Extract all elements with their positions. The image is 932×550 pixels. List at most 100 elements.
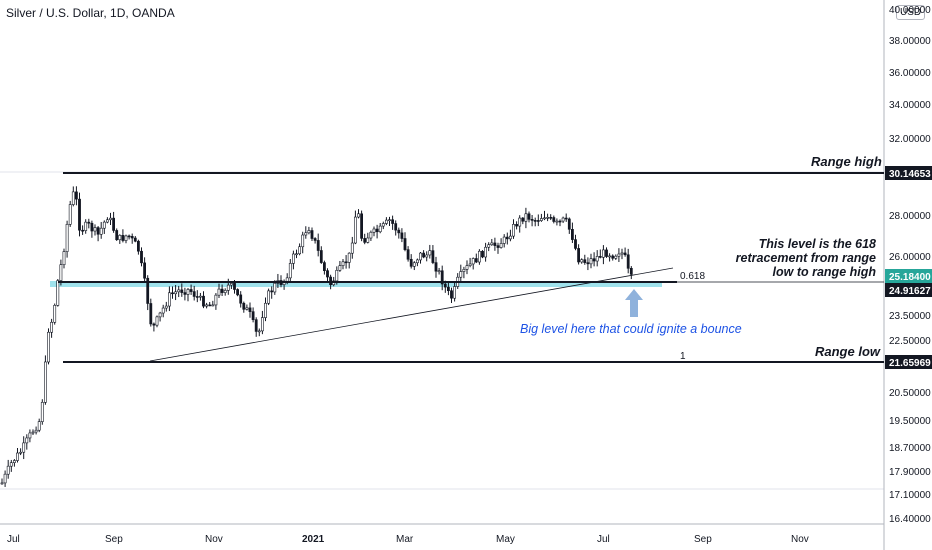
highlight-band bbox=[50, 281, 662, 287]
last-price-tag bbox=[885, 269, 932, 283]
candle-body bbox=[220, 288, 224, 293]
candle-body bbox=[236, 289, 240, 296]
candle-body bbox=[440, 270, 444, 285]
candle-body bbox=[335, 270, 339, 282]
range-high-price-tag bbox=[885, 166, 932, 180]
y-tick-label: 34.00000 bbox=[889, 100, 931, 111]
candle-body bbox=[611, 255, 615, 259]
y-tick-label: 40.00000 bbox=[889, 5, 931, 16]
candle-body bbox=[558, 220, 562, 223]
candle-body bbox=[326, 270, 329, 278]
candle-body bbox=[22, 442, 26, 453]
candle-body bbox=[254, 319, 258, 332]
candle-body bbox=[50, 321, 54, 333]
candle-body bbox=[214, 294, 218, 306]
candle-body bbox=[251, 311, 255, 320]
price-axis[interactable]: 40.00000 38.00000 36.00000 34.00000 32.0… bbox=[889, 5, 931, 525]
candle-body bbox=[425, 254, 429, 258]
candle-body bbox=[595, 256, 599, 262]
x-tick-label: Jul bbox=[597, 534, 610, 545]
candle-body bbox=[564, 217, 568, 220]
fib-1-label: 1 bbox=[680, 351, 686, 362]
candle-body bbox=[570, 229, 574, 240]
candle-body bbox=[319, 250, 323, 263]
candle-body bbox=[521, 217, 525, 222]
candle-body bbox=[257, 330, 261, 333]
candle-body bbox=[549, 217, 553, 219]
candle-body bbox=[502, 236, 506, 244]
x-tick-label: Mar bbox=[396, 534, 414, 545]
candle-body bbox=[248, 307, 252, 312]
candle-body bbox=[223, 290, 227, 293]
candle-body bbox=[102, 221, 106, 229]
candle-body bbox=[567, 218, 571, 230]
candle-body bbox=[471, 258, 475, 265]
candle-body bbox=[295, 253, 298, 256]
candle-body bbox=[192, 291, 196, 297]
candle-body bbox=[112, 217, 116, 231]
candle-body bbox=[428, 250, 432, 256]
candle-body bbox=[90, 222, 94, 232]
candle-body bbox=[87, 221, 91, 224]
trend-line[interactable] bbox=[149, 267, 674, 362]
candle-body bbox=[146, 277, 150, 304]
candle-body bbox=[99, 227, 103, 235]
candle-body bbox=[34, 429, 38, 433]
candle-body bbox=[301, 234, 305, 248]
bounce-annotation: Big level here that could ignite a bounc… bbox=[520, 322, 742, 336]
candle-body bbox=[75, 191, 78, 200]
candle-body bbox=[350, 242, 354, 254]
range-low-price-tag bbox=[885, 355, 932, 369]
candle-body bbox=[608, 255, 612, 258]
candle-body bbox=[546, 217, 550, 219]
candle-body bbox=[552, 217, 556, 222]
candle-body bbox=[505, 236, 509, 240]
time-axis[interactable]: Jul Sep Nov 2021 Mar May Jul Sep Nov bbox=[7, 534, 809, 545]
candle-body bbox=[291, 253, 295, 264]
candle-body bbox=[561, 217, 565, 222]
candle-body bbox=[419, 252, 422, 261]
retracement-line-2: retracement from range bbox=[736, 251, 876, 265]
candle-body bbox=[592, 258, 596, 262]
candle-body bbox=[344, 261, 348, 264]
candle-body bbox=[239, 294, 243, 304]
candle-body bbox=[298, 246, 302, 255]
candle-body bbox=[260, 317, 264, 332]
candle-body bbox=[341, 261, 345, 266]
candle-body bbox=[583, 259, 587, 263]
last-price: 25.18400 bbox=[889, 272, 931, 283]
y-tick-label: 22.50000 bbox=[889, 336, 931, 347]
candle-body bbox=[19, 451, 23, 454]
candle-body bbox=[496, 245, 500, 248]
candle-body bbox=[329, 276, 333, 286]
candle-body bbox=[453, 286, 457, 299]
candle-body bbox=[515, 224, 519, 227]
candle-body bbox=[233, 283, 236, 290]
candle-body bbox=[285, 277, 289, 282]
candle-body bbox=[149, 303, 153, 325]
candle-body bbox=[78, 198, 81, 231]
arrow-up-icon bbox=[625, 289, 643, 317]
candle-body bbox=[180, 289, 184, 293]
candle-body bbox=[307, 230, 311, 234]
candle-body bbox=[264, 302, 267, 318]
candle-body bbox=[121, 235, 125, 241]
candle-body bbox=[28, 432, 32, 439]
candle-body bbox=[152, 323, 156, 326]
candle-body bbox=[580, 259, 584, 263]
candle-body bbox=[614, 255, 618, 259]
candle-body bbox=[487, 244, 491, 248]
currency-badge[interactable]: USD bbox=[896, 5, 926, 20]
candle-body bbox=[468, 263, 472, 266]
candle-body bbox=[109, 217, 112, 221]
candle-body bbox=[164, 305, 168, 309]
candle-body bbox=[199, 295, 202, 298]
candle-body bbox=[443, 283, 447, 288]
candle-body bbox=[450, 290, 453, 299]
candle-body bbox=[189, 289, 193, 292]
fib-0618-label: 0.618 bbox=[680, 271, 705, 282]
candle-body bbox=[434, 262, 438, 272]
candle-body bbox=[338, 265, 342, 271]
candle-body bbox=[536, 220, 540, 222]
